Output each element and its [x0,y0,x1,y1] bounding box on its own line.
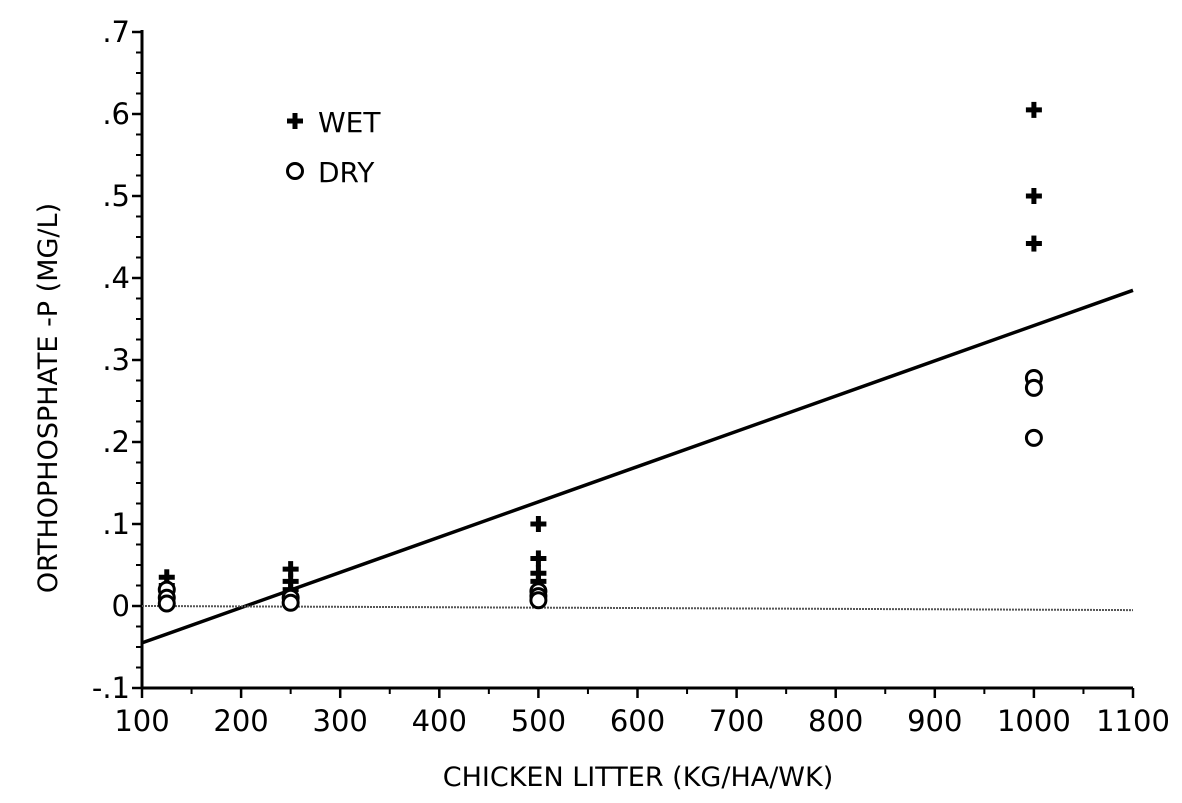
y-tick-label: .4 [102,261,130,295]
x-tick-label: 1100 [1096,704,1170,738]
y-tick-label: .3 [102,343,130,377]
y-tick-label: 0 [112,589,130,623]
y-tick-label: -.1 [92,671,130,705]
wet-marker [287,113,303,129]
legend-label: WET [318,106,381,139]
data-points [157,101,1043,613]
y-axis-title: ORTHOPHOSPHATE -P (MG/L) [33,203,64,593]
y-tick-label: .6 [102,97,130,131]
x-tick-label: 100 [114,704,169,738]
y-tick-label: .2 [102,425,130,459]
x-tick-label: 700 [709,704,764,738]
x-tick-label: 1000 [997,704,1071,738]
dry-marker [286,162,304,180]
wet-marker [530,516,547,532]
x-tick-label: 600 [610,704,665,738]
dry-marker [281,593,300,612]
x-tick-label: 900 [907,704,962,738]
dry-marker [157,594,176,613]
wet-marker [1025,235,1042,252]
x-tick-label: 400 [412,704,467,738]
x-axis-title: CHICKEN LITTER (KG/HA/WK) [443,762,834,793]
y-tick-label: .5 [102,179,130,213]
x-tick-label: 300 [313,704,368,738]
legend: WET DRY [286,106,381,189]
regression-line [141,288,1134,645]
dry-marker [1024,378,1043,397]
axes: 100 200 300 400 500 600 700 800 900 1000 1100 -.1 0.… [92,15,1170,738]
dry-marker [529,591,548,610]
zero-line [141,605,1134,612]
x-tick-label: 500 [511,704,566,738]
wet-marker [530,550,547,567]
y-tick-label: .1 [102,507,130,541]
x-tick-label: 200 [213,704,268,738]
dry-marker [1024,428,1043,447]
legend-label: DRY [318,156,375,189]
regression-lines [141,288,1134,645]
wet-marker [1025,101,1042,118]
x-tick-label: 800 [808,704,863,738]
y-tick-label: .7 [102,15,130,49]
wet-marker [1025,188,1042,204]
